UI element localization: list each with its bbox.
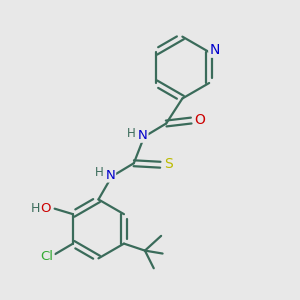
Text: O: O [194,113,205,127]
Text: N: N [209,43,220,57]
Text: N: N [105,169,115,182]
Text: O: O [40,202,50,214]
Text: Cl: Cl [40,250,53,263]
Text: H: H [128,127,136,140]
Text: H: H [31,202,40,215]
Text: S: S [164,157,173,171]
Text: H: H [95,167,104,179]
Text: N: N [138,129,148,142]
